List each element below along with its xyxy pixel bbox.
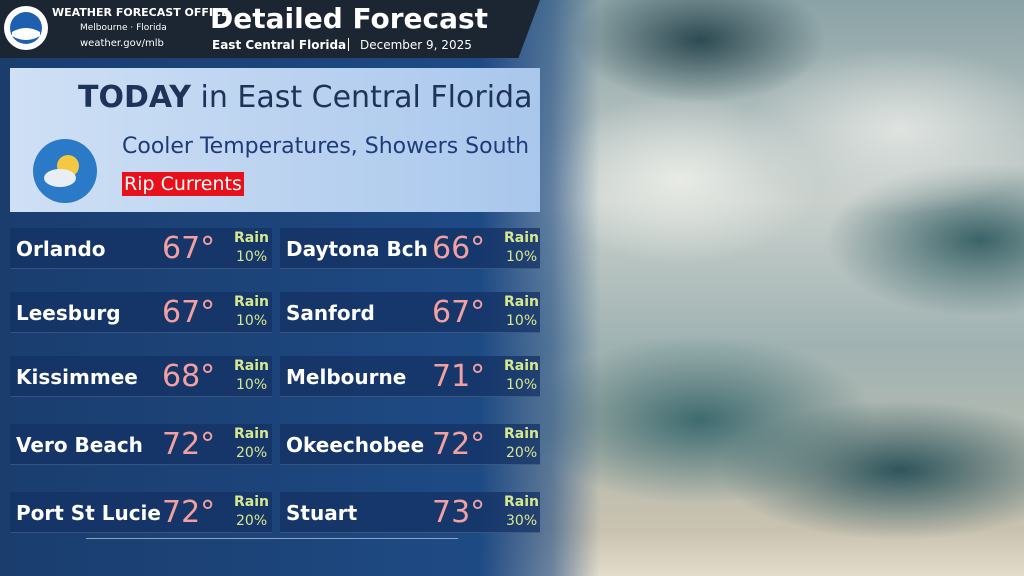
city-cell: Leesburg 67° Rain 10% (10, 292, 272, 333)
header: WEATHER FORECAST OFFICE Melbourne · Flor… (0, 0, 540, 58)
temperature: 72° (162, 427, 216, 462)
rain-chance: 10% (506, 313, 538, 329)
city-cell: Kissimmee 68° Rain 10% (10, 356, 272, 397)
city-name: Daytona Bch (286, 237, 428, 261)
noaa-logo (4, 6, 48, 50)
city-cell: Sanford 67° Rain 10% (280, 292, 540, 333)
region: East Central Florida (212, 38, 347, 52)
city-cell: Okeechobee 72° Rain 20% (280, 424, 540, 465)
city-name: Orlando (16, 237, 106, 261)
divider (86, 538, 458, 539)
url: weather.gov/mlb (80, 38, 164, 49)
city-name: Kissimmee (16, 365, 138, 389)
rain-label: Rain (234, 230, 269, 246)
rain-chance: 20% (506, 445, 538, 461)
city-name: Leesburg (16, 301, 121, 325)
rain-chance: 10% (236, 313, 268, 329)
rain-chance: 10% (236, 249, 268, 265)
rain-label: Rain (234, 494, 269, 510)
temperature: 73° (432, 495, 486, 530)
headline: Cooler Temperatures, Showers South (122, 134, 530, 159)
city-cell: Stuart 73° Rain 30% (280, 492, 540, 533)
rain-label: Rain (234, 294, 269, 310)
rain-label: Rain (504, 294, 539, 310)
city-name: Okeechobee (286, 433, 425, 457)
temperature: 67° (162, 295, 216, 330)
temperature: 72° (162, 495, 216, 530)
today: TODAY (78, 80, 191, 115)
rain-chance: 30% (506, 513, 538, 529)
rain-label: Rain (234, 358, 269, 374)
rain-label: Rain (504, 494, 539, 510)
city-cell: Orlando 67° Rain 10% (10, 228, 272, 269)
city-name: Melbourne (286, 365, 407, 389)
rain-label: Rain (504, 230, 539, 246)
rain-chance: 20% (236, 513, 268, 529)
state: Florida (136, 23, 167, 33)
rain-label: Rain (504, 358, 539, 374)
rain-label: Rain (504, 426, 539, 442)
weather-icon (33, 139, 97, 203)
city: Melbourne (80, 23, 128, 33)
temperature: 72° (432, 427, 486, 462)
city-name: Sanford (286, 301, 375, 325)
rain-chance: 10% (506, 249, 538, 265)
rain-chance: 20% (236, 445, 268, 461)
city-cell: Daytona Bch 66° Rain 10% (280, 228, 540, 269)
title: Detailed Forecast (210, 2, 489, 35)
temperature: 67° (162, 231, 216, 266)
today-title: TODAY in East Central Florida (78, 80, 532, 115)
city-cell: Melbourne 71° Rain 10% (280, 356, 540, 397)
temperature: 68° (162, 359, 216, 394)
rain-chance: 10% (236, 377, 268, 393)
hazard: Rip Currents (122, 172, 244, 196)
city-name: Port St Lucie (16, 501, 161, 525)
temperature: 66° (432, 231, 486, 266)
temperature: 67° (432, 295, 486, 330)
rain-chance: 10% (506, 377, 538, 393)
city-cell: Vero Beach 72° Rain 20% (10, 424, 272, 465)
panel-region: in East Central Florida (200, 80, 533, 115)
date: December 9, 2025 (360, 38, 472, 52)
city-name: Vero Beach (16, 433, 143, 457)
temperature: 71° (432, 359, 486, 394)
separator (348, 38, 349, 51)
today-panel: TODAY in East Central Florida Cooler Tem… (10, 68, 540, 212)
rain-label: Rain (234, 426, 269, 442)
city-name: Stuart (286, 501, 358, 525)
office: WEATHER FORECAST OFFICE (52, 6, 229, 19)
city-cell: Port St Lucie 72° Rain 20% (10, 492, 272, 533)
office-city: Melbourne · Florida (80, 23, 167, 33)
